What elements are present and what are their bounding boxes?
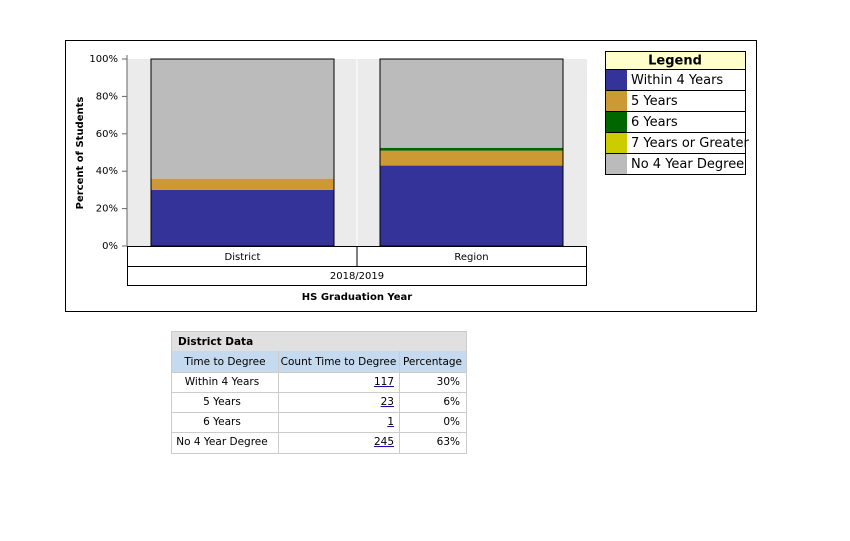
count-link[interactable]: 23 [381, 396, 394, 408]
table-title-row [172, 332, 466, 351]
bar-segment [380, 165, 563, 246]
count-link[interactable]: 245 [374, 436, 394, 448]
y-tick-label: 100% [89, 54, 118, 65]
group-row [127, 266, 587, 286]
table-header: Percentage [403, 356, 462, 368]
x-tick-label: District [225, 252, 261, 263]
table-title: District Data [178, 336, 253, 348]
bar-outline [150, 58, 335, 247]
legend-label: No 4 Year Degree [631, 157, 744, 172]
bar-outline [379, 58, 564, 247]
x-tick-label: Region [454, 252, 488, 263]
table-header-row [172, 351, 466, 372]
percentage: 6% [443, 396, 460, 408]
bar-segment [380, 59, 563, 148]
row-label: 6 Years [203, 416, 241, 428]
legend-title: Legend [648, 54, 702, 69]
data-table: District Data Time to Degree Count Time t… [171, 331, 467, 454]
y-tick-label: 80% [96, 91, 118, 102]
x-axis-title: HS Graduation Year [302, 292, 412, 303]
legend-swatch [606, 91, 627, 111]
group-label: 2018/2019 [330, 271, 384, 282]
bar-segment [151, 189, 334, 246]
table-header: Time to Degree [183, 356, 265, 368]
count-link[interactable]: 117 [374, 376, 394, 388]
table-header: Count Time to Degree [281, 356, 397, 368]
count-value[interactable]: 117 [374, 376, 394, 388]
y-tick-label: 20% [96, 204, 118, 215]
row-label: No 4 Year Degree [176, 436, 267, 448]
row-label: 5 Years [203, 396, 241, 408]
legend-label: 5 Years [631, 94, 678, 109]
count-value[interactable]: 245 [374, 436, 394, 448]
y-tick-label: 60% [96, 129, 118, 140]
legend-entry [605, 153, 746, 175]
y-axis-title: Percent of Students [75, 97, 86, 210]
legend-swatch [606, 133, 627, 153]
bar-segment [151, 178, 334, 190]
percentage: 63% [437, 436, 460, 448]
count-value[interactable]: 1 [387, 416, 394, 428]
percentage: 30% [437, 376, 460, 388]
bar-segment [380, 150, 563, 166]
percentage: 0% [443, 416, 460, 428]
bar-segment [151, 59, 334, 179]
y-tick-label: 0% [102, 241, 118, 252]
legend-swatch [606, 154, 627, 174]
legend-label: 6 Years [631, 115, 678, 130]
legend-swatch [606, 70, 627, 90]
row-label: Within 4 Years [185, 376, 259, 388]
count-value[interactable]: 23 [381, 396, 394, 408]
legend-label: Within 4 Years [631, 73, 723, 88]
legend-swatch [606, 112, 627, 132]
legend-label: 7 Years or Greater [631, 136, 749, 151]
y-tick-label: 40% [96, 166, 118, 177]
bar-segment [380, 147, 563, 151]
count-link[interactable]: 1 [387, 416, 394, 428]
